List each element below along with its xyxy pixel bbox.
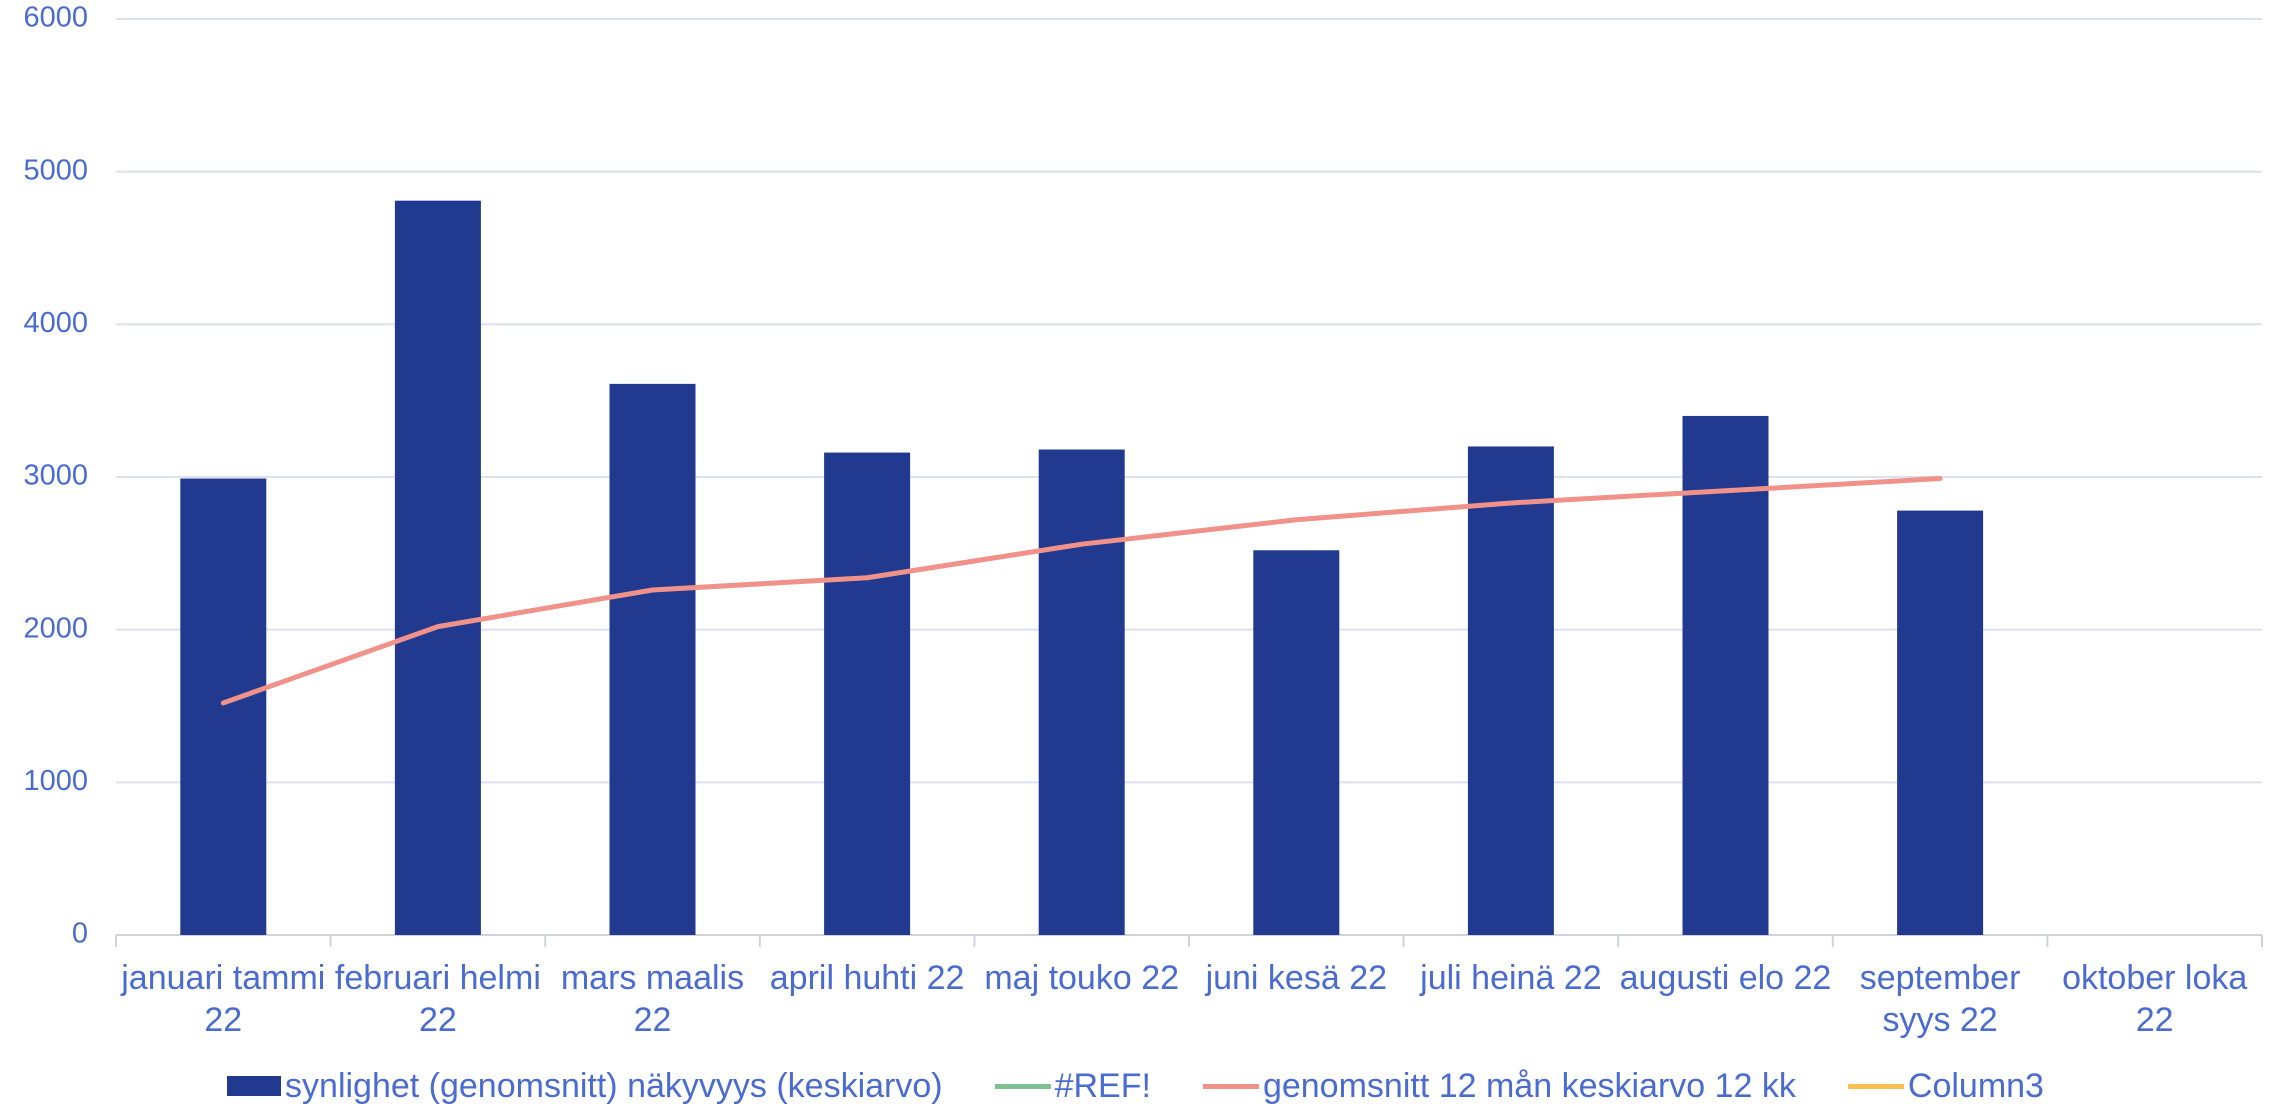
x-tick-label: juli heinä 22 [1420,959,1602,997]
bar [1467,446,1554,935]
legend-swatch [1202,1083,1259,1089]
y-tick-label: 3000 [23,460,88,492]
legend-item: genomsnitt 12 mån keskiarvo 12 kk [1202,1064,1796,1108]
legend-swatch [227,1076,282,1096]
plot-area: 0 1000 2000 3000 4000 5000 6000 [23,2,2263,950]
legend-swatch [1847,1083,1904,1089]
legend-label: #REF! [1054,1067,1151,1105]
x-tick-label: juni kesä 22 [1205,959,1388,997]
x-tick-label: mars maalis 22 [560,959,745,1039]
bar [824,452,911,935]
x-tick-label: april huhti 22 [769,959,965,997]
y-tick-label: 6000 [23,2,88,34]
x-tick-label: januari tammi 22 [121,959,326,1039]
x-tick-label: oktober loka 22 [2062,959,2248,1039]
x-tick-label: september syys 22 [1859,959,2021,1039]
bar [609,383,696,936]
x-tick-label: maj touko 22 [984,959,1180,997]
bar [1682,415,1769,935]
legend-label: synlighet (genomsnitt) näkyvyys (keskiar… [285,1067,943,1105]
bar [394,200,481,935]
bar [1253,550,1340,935]
line [220,476,1943,706]
legend-item: Column3 [1847,1064,2044,1108]
y-tick-label: 0 [72,918,88,950]
legend-label: Column3 [1907,1067,2044,1105]
bar [1897,510,1984,935]
bar [180,478,267,935]
legend-item: #REF! [994,1064,1151,1108]
legend-item: synlighet (genomsnitt) näkyvyys (keskiar… [227,1064,943,1108]
legend: synlighet (genomsnitt) näkyvyys (keskiar… [0,1064,2271,1108]
legend-swatch [994,1083,1051,1089]
y-tick-label: 4000 [23,307,88,339]
y-tick-label: 1000 [23,765,88,797]
y-tick-label: 2000 [23,612,88,644]
legend-label: genomsnitt 12 mån keskiarvo 12 kk [1262,1067,1796,1105]
bar [1038,449,1125,935]
x-tick-label: augusti elo 22 [1619,959,1832,997]
x-tick-label: februari helmi 22 [334,959,541,1039]
y-tick-label: 5000 [23,154,88,186]
